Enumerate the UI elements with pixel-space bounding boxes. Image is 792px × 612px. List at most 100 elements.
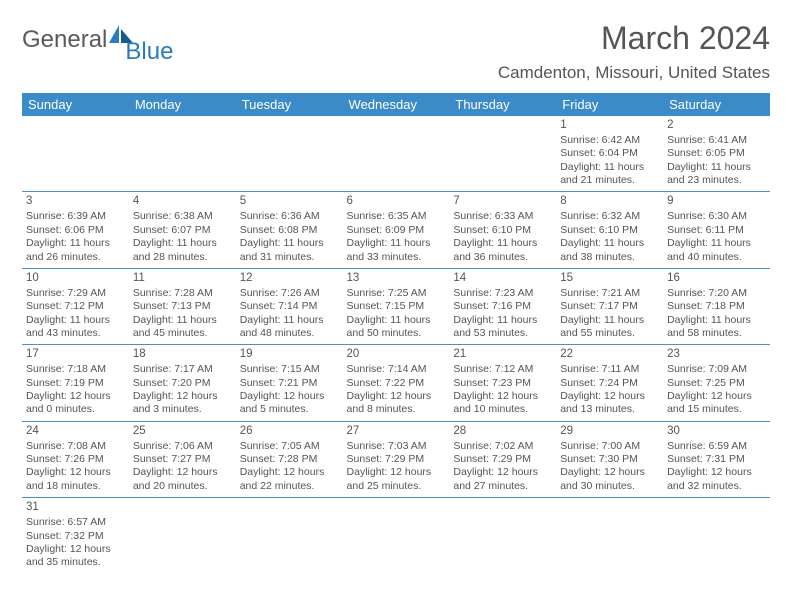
calendar-cell: 30Sunrise: 6:59 AMSunset: 7:31 PMDayligh… <box>663 421 770 497</box>
daylight-text: and 36 minutes. <box>453 251 552 264</box>
sunset-text: Sunset: 7:20 PM <box>133 377 232 390</box>
calendar-cell <box>556 498 663 574</box>
calendar-row: 31Sunrise: 6:57 AMSunset: 7:32 PMDayligh… <box>22 498 770 574</box>
calendar-cell: 20Sunrise: 7:14 AMSunset: 7:22 PMDayligh… <box>343 345 450 421</box>
day-number: 22 <box>560 347 659 362</box>
calendar-cell: 28Sunrise: 7:02 AMSunset: 7:29 PMDayligh… <box>449 421 556 497</box>
sunset-text: Sunset: 7:22 PM <box>347 377 446 390</box>
calendar-cell: 7Sunrise: 6:33 AMSunset: 6:10 PMDaylight… <box>449 192 556 268</box>
sunrise-text: Sunrise: 6:39 AM <box>26 210 125 223</box>
daylight-text: Daylight: 11 hours <box>560 314 659 327</box>
sunrise-text: Sunrise: 7:12 AM <box>453 363 552 376</box>
daylight-text: Daylight: 11 hours <box>667 161 766 174</box>
daylight-text: and 8 minutes. <box>347 403 446 416</box>
calendar-cell: 17Sunrise: 7:18 AMSunset: 7:19 PMDayligh… <box>22 345 129 421</box>
calendar-cell: 4Sunrise: 6:38 AMSunset: 6:07 PMDaylight… <box>129 192 236 268</box>
calendar-cell <box>343 116 450 192</box>
logo-text-1: General <box>22 26 107 54</box>
sunrise-text: Sunrise: 6:30 AM <box>667 210 766 223</box>
calendar-cell <box>449 116 556 192</box>
sunset-text: Sunset: 6:07 PM <box>133 224 232 237</box>
location: Camdenton, Missouri, United States <box>498 63 770 83</box>
day-number: 29 <box>560 424 659 439</box>
sunset-text: Sunset: 7:17 PM <box>560 300 659 313</box>
calendar-cell: 14Sunrise: 7:23 AMSunset: 7:16 PMDayligh… <box>449 268 556 344</box>
day-number: 31 <box>26 500 125 515</box>
sunrise-text: Sunrise: 6:57 AM <box>26 516 125 529</box>
sunrise-text: Sunrise: 7:21 AM <box>560 287 659 300</box>
day-number: 25 <box>133 424 232 439</box>
calendar-row: 17Sunrise: 7:18 AMSunset: 7:19 PMDayligh… <box>22 345 770 421</box>
calendar-cell <box>343 498 450 574</box>
sunset-text: Sunset: 6:10 PM <box>453 224 552 237</box>
sunset-text: Sunset: 6:06 PM <box>26 224 125 237</box>
daylight-text: and 18 minutes. <box>26 480 125 493</box>
daylight-text: Daylight: 12 hours <box>560 466 659 479</box>
logo: General Blue <box>22 26 183 54</box>
sunset-text: Sunset: 7:25 PM <box>667 377 766 390</box>
day-number: 27 <box>347 424 446 439</box>
col-monday: Monday <box>129 93 236 116</box>
calendar-cell: 16Sunrise: 7:20 AMSunset: 7:18 PMDayligh… <box>663 268 770 344</box>
calendar-cell: 29Sunrise: 7:00 AMSunset: 7:30 PMDayligh… <box>556 421 663 497</box>
sunrise-text: Sunrise: 7:25 AM <box>347 287 446 300</box>
sunset-text: Sunset: 7:23 PM <box>453 377 552 390</box>
calendar-cell <box>129 498 236 574</box>
sunrise-text: Sunrise: 7:17 AM <box>133 363 232 376</box>
col-tuesday: Tuesday <box>236 93 343 116</box>
sunrise-text: Sunrise: 7:11 AM <box>560 363 659 376</box>
daylight-text: Daylight: 11 hours <box>26 314 125 327</box>
daylight-text: and 48 minutes. <box>240 327 339 340</box>
daylight-text: and 28 minutes. <box>133 251 232 264</box>
daylight-text: and 0 minutes. <box>26 403 125 416</box>
daylight-text: and 23 minutes. <box>667 174 766 187</box>
sunset-text: Sunset: 6:09 PM <box>347 224 446 237</box>
sunrise-text: Sunrise: 7:26 AM <box>240 287 339 300</box>
sunrise-text: Sunrise: 7:18 AM <box>26 363 125 376</box>
sunset-text: Sunset: 7:16 PM <box>453 300 552 313</box>
calendar-cell: 8Sunrise: 6:32 AMSunset: 6:10 PMDaylight… <box>556 192 663 268</box>
day-number: 15 <box>560 271 659 286</box>
daylight-text: Daylight: 11 hours <box>133 237 232 250</box>
sunrise-text: Sunrise: 6:41 AM <box>667 134 766 147</box>
calendar-cell: 26Sunrise: 7:05 AMSunset: 7:28 PMDayligh… <box>236 421 343 497</box>
sunset-text: Sunset: 7:29 PM <box>453 453 552 466</box>
sunrise-text: Sunrise: 7:05 AM <box>240 440 339 453</box>
daylight-text: Daylight: 12 hours <box>667 466 766 479</box>
month-title: March 2024 <box>498 20 770 57</box>
calendar-cell: 11Sunrise: 7:28 AMSunset: 7:13 PMDayligh… <box>129 268 236 344</box>
sunrise-text: Sunrise: 7:15 AM <box>240 363 339 376</box>
calendar-cell: 18Sunrise: 7:17 AMSunset: 7:20 PMDayligh… <box>129 345 236 421</box>
day-number: 21 <box>453 347 552 362</box>
calendar-cell: 3Sunrise: 6:39 AMSunset: 6:06 PMDaylight… <box>22 192 129 268</box>
day-number: 24 <box>26 424 125 439</box>
daylight-text: Daylight: 12 hours <box>133 466 232 479</box>
calendar-cell: 22Sunrise: 7:11 AMSunset: 7:24 PMDayligh… <box>556 345 663 421</box>
day-number: 17 <box>26 347 125 362</box>
calendar-cell: 21Sunrise: 7:12 AMSunset: 7:23 PMDayligh… <box>449 345 556 421</box>
daylight-text: Daylight: 11 hours <box>560 161 659 174</box>
day-number: 14 <box>453 271 552 286</box>
calendar-cell: 6Sunrise: 6:35 AMSunset: 6:09 PMDaylight… <box>343 192 450 268</box>
daylight-text: Daylight: 11 hours <box>667 237 766 250</box>
daylight-text: Daylight: 11 hours <box>240 237 339 250</box>
daylight-text: and 53 minutes. <box>453 327 552 340</box>
sunrise-text: Sunrise: 6:35 AM <box>347 210 446 223</box>
daylight-text: and 21 minutes. <box>560 174 659 187</box>
sunrise-text: Sunrise: 7:20 AM <box>667 287 766 300</box>
sunset-text: Sunset: 7:18 PM <box>667 300 766 313</box>
calendar-cell: 9Sunrise: 6:30 AMSunset: 6:11 PMDaylight… <box>663 192 770 268</box>
calendar-cell: 13Sunrise: 7:25 AMSunset: 7:15 PMDayligh… <box>343 268 450 344</box>
daylight-text: and 10 minutes. <box>453 403 552 416</box>
daylight-text: and 31 minutes. <box>240 251 339 264</box>
daylight-text: and 55 minutes. <box>560 327 659 340</box>
day-number: 19 <box>240 347 339 362</box>
calendar-cell <box>236 498 343 574</box>
calendar-cell: 19Sunrise: 7:15 AMSunset: 7:21 PMDayligh… <box>236 345 343 421</box>
calendar-cell <box>663 498 770 574</box>
col-thursday: Thursday <box>449 93 556 116</box>
sunrise-text: Sunrise: 7:08 AM <box>26 440 125 453</box>
daylight-text: Daylight: 12 hours <box>240 390 339 403</box>
daylight-text: Daylight: 12 hours <box>667 390 766 403</box>
daylight-text: and 58 minutes. <box>667 327 766 340</box>
